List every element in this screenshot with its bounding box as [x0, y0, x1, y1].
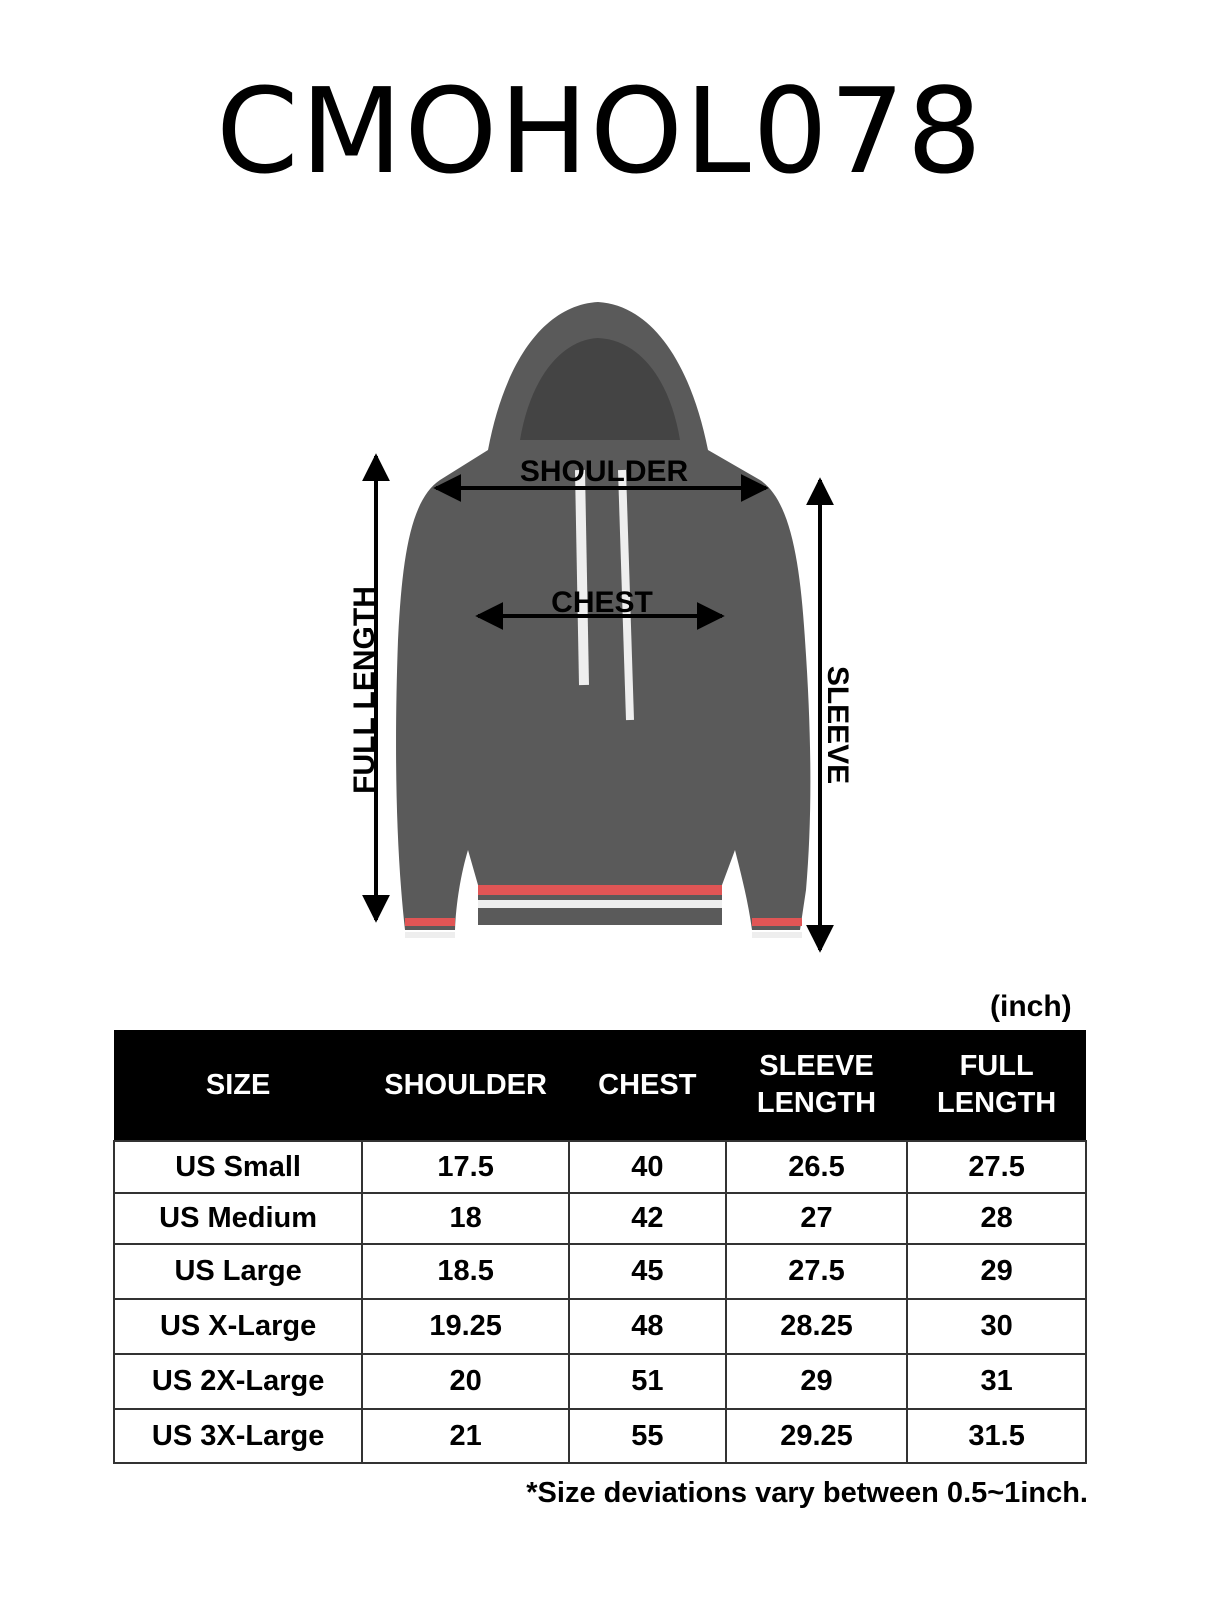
measurement-cell: 40	[567, 1140, 727, 1194]
measurement-cell: 55	[567, 1408, 727, 1464]
measurement-cell: 51	[567, 1353, 727, 1410]
table-row: US 2X-Large 20 51 29 31	[112, 1353, 1087, 1410]
measurement-cell: 20	[361, 1353, 570, 1410]
hoodie-measurement-diagram: SHOULDER CHEST FULL LENGTH SLEEVE	[348, 302, 854, 953]
column-header-text: SLEEVE	[759, 1050, 874, 1082]
measurement-cell: 18	[361, 1192, 570, 1245]
measurement-cell: 29.25	[724, 1408, 909, 1464]
measurement-arrows	[362, 453, 834, 953]
shoulder-label: SHOULDER	[520, 455, 689, 488]
chest-label: CHEST	[551, 586, 653, 619]
table-row: US Large 18.5 45 27.5 29	[112, 1243, 1087, 1300]
column-header-text: FULL	[959, 1050, 1034, 1082]
hoodie-illustration	[396, 302, 811, 938]
table-header-row: SIZE SHOULDER CHEST SLEEVE LENGTH FULL LENGTH	[114, 1030, 1086, 1141]
size-deviation-note: *Size deviations vary between 0.5~1inch.	[526, 1477, 1088, 1509]
sleeve-label: SLEEVE	[821, 666, 854, 784]
measurement-cell: 28.25	[724, 1298, 909, 1355]
table-row: US 3X-Large 21 55 29.25 31.5	[112, 1408, 1087, 1464]
measurement-cell: 31.5	[906, 1408, 1087, 1464]
measurement-cell: 19.25	[361, 1298, 570, 1355]
size-cell: US X-Large	[112, 1298, 364, 1355]
measurement-cell: 29	[724, 1353, 909, 1410]
column-header-text: CHEST	[598, 1068, 697, 1101]
column-header-text: SHOULDER	[384, 1068, 547, 1101]
table-row: US Small 17.5 40 26.5 27.5	[112, 1140, 1087, 1194]
column-header: CHEST	[568, 1030, 726, 1141]
measurement-cell: 27	[724, 1192, 909, 1245]
unit-label: (inch)	[990, 990, 1072, 1023]
measurement-cell: 29	[906, 1243, 1087, 1300]
measurement-cell: 48	[567, 1298, 727, 1355]
column-header: SIZE	[114, 1030, 363, 1141]
measurement-cell: 31	[906, 1353, 1087, 1410]
measurement-cell: 21	[361, 1408, 570, 1464]
measurement-cell: 27.5	[906, 1140, 1087, 1194]
column-header: FULL LENGTH	[907, 1030, 1086, 1141]
measurement-cell: 30	[906, 1298, 1087, 1355]
column-header-text: SIZE	[205, 1068, 271, 1101]
column-header-text: LENGTH	[937, 1087, 1057, 1119]
table-row: US X-Large 19.25 48 28.25 30	[112, 1298, 1087, 1355]
column-header: SLEEVE LENGTH	[725, 1030, 908, 1141]
size-cell: US Small	[112, 1140, 364, 1194]
measurement-cell: 26.5	[724, 1140, 909, 1194]
measurement-cell: 45	[567, 1243, 727, 1300]
measurement-cell: 17.5	[361, 1140, 570, 1194]
size-chart-table: SIZE SHOULDER CHEST SLEEVE LENGTH FULL LENGTH …	[112, 1030, 1087, 1464]
size-cell: US 3X-Large	[112, 1408, 364, 1464]
size-cell: US Large	[112, 1243, 364, 1300]
size-cell: US Medium	[112, 1192, 364, 1245]
column-header-text: LENGTH	[756, 1087, 877, 1119]
full-length-label: FULL LENGTH	[348, 586, 381, 794]
product-code-title: CMOHOL078	[216, 62, 984, 200]
measurement-cell: 18.5	[361, 1243, 570, 1300]
table-row: US Medium 18 42 27 28	[112, 1192, 1087, 1245]
measurement-cell: 42	[567, 1192, 727, 1245]
column-header: SHOULDER	[362, 1030, 569, 1141]
size-cell: US 2X-Large	[112, 1353, 364, 1410]
measurement-cell: 28	[906, 1192, 1087, 1245]
measurement-cell: 27.5	[724, 1243, 909, 1300]
